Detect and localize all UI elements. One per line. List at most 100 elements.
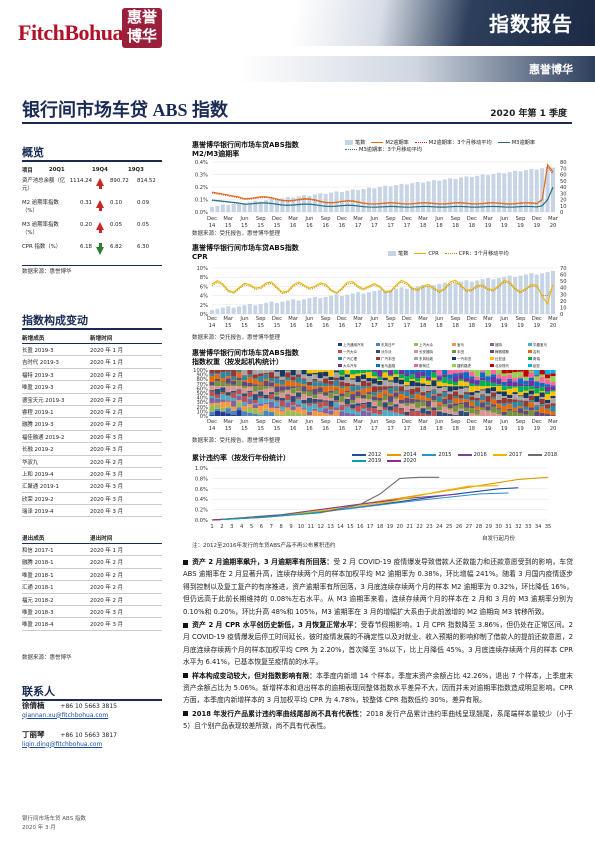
- new-member-name: 华驭九: [22, 459, 39, 466]
- weight-bar-segment: [485, 376, 491, 381]
- x-tick-label: 10: [298, 524, 305, 530]
- weight-bar-segment: [366, 401, 372, 408]
- weight-bar-segment: [377, 386, 383, 391]
- weight-bar-segment: [290, 405, 296, 407]
- new-member-name: 福佳融通 2019-2: [22, 434, 65, 441]
- weight-bar-segment: [285, 400, 291, 403]
- weight-bar-segment: [409, 374, 415, 379]
- weight-bar-segment: [339, 410, 345, 412]
- weight-bar-segment: [236, 410, 242, 416]
- weight-bar-segment: [279, 379, 285, 381]
- weight-bar-segment: [360, 374, 367, 379]
- x-tick-label: 15: [257, 223, 264, 229]
- weight-bar-segment: [501, 390, 507, 392]
- weight-bar-segment: [344, 396, 350, 399]
- count-bar: [280, 301, 285, 314]
- weight-bar-segment: [485, 388, 491, 394]
- legend-item: 丰田: [452, 350, 490, 355]
- weight-bar-segment: [431, 370, 437, 373]
- weight-bar-segment: [285, 402, 291, 408]
- footer: 银行间市场车贷 ABS 指数 2020 年 3 月: [22, 815, 86, 833]
- contact-email[interactable]: liqin.ding@fitchbohua.com: [22, 740, 103, 748]
- weight-bar-segment: [507, 370, 513, 374]
- weight-bar-segment: [544, 391, 551, 395]
- y-tick-label: 0.2%: [195, 508, 208, 514]
- weight-bar-segment: [523, 384, 529, 387]
- count-bar: [545, 272, 550, 314]
- weight-bar-segment: [517, 371, 524, 377]
- weight-bar-segment: [258, 396, 264, 398]
- x-tick-label: Dec: [402, 316, 412, 322]
- x-tick-label: 18: [436, 323, 443, 329]
- x-tick-label: 19: [485, 323, 492, 329]
- weight-bar-segment: [398, 379, 405, 385]
- weight-bar-segment: [209, 403, 215, 406]
- legend-item: M3逾期率：3个月移动平均: [345, 146, 422, 153]
- x-tick-label: Jun: [434, 216, 443, 222]
- weight-bar-segment: [420, 376, 426, 379]
- y-tick-label: 0: [560, 210, 563, 216]
- new-member-date: 2020 年 2 月: [90, 422, 124, 429]
- weight-bar-segment: [469, 378, 475, 384]
- weight-bar-segment: [550, 381, 556, 386]
- weight-bar-segment: [523, 414, 529, 416]
- weight-bar-segment: [285, 390, 291, 395]
- weight-bar-segment: [490, 376, 497, 383]
- weight-bar-segment: [231, 414, 237, 416]
- chart4-title: 累计违约率（按发行年份统计）: [192, 454, 290, 462]
- weight-bar-segment: [442, 382, 448, 387]
- weight-bar-segment: [447, 403, 453, 405]
- weight-bar-segment: [442, 370, 448, 375]
- legend-label: 梅赛德斯: [495, 350, 509, 354]
- new-member-date: 2020 年 3 月: [90, 484, 124, 491]
- x-tick-label: 15: [241, 323, 248, 329]
- weight-bar-segment: [447, 404, 453, 409]
- overview-q1: 6.18: [79, 244, 92, 250]
- contact-email[interactable]: qiannan.xu@fitchbohua.com: [22, 711, 109, 719]
- exit-member-date: 2020 年 2 月: [90, 585, 124, 592]
- weight-bar-segment: [420, 406, 426, 409]
- count-bar: [523, 274, 528, 314]
- contact-2: 丁丽琴 +86 10 5663 3817 liqin.ding@fitchboh…: [22, 730, 167, 749]
- weight-bar-segment: [544, 394, 551, 400]
- count-bar: [285, 300, 290, 314]
- weight-bar-segment: [458, 397, 464, 399]
- weight-bar-segment: [388, 370, 394, 376]
- weight-bar-segment: [268, 382, 275, 387]
- weight-bar-segment: [231, 392, 237, 398]
- overview-source: 数据来源：惠誉博华: [22, 269, 72, 275]
- x-tick-label: 19: [387, 524, 394, 530]
- weight-bar-segment: [296, 396, 302, 399]
- weight-bar-segment: [371, 396, 377, 401]
- count-bar: [247, 202, 252, 212]
- weight-bar-segment: [469, 413, 475, 416]
- default-curve-2017: [211, 485, 499, 521]
- weight-bar-segment: [258, 386, 264, 391]
- y-tick-label: 80%: [196, 377, 208, 383]
- weight-bar-segment: [312, 378, 318, 381]
- weight-bar-segment: [382, 400, 388, 403]
- weight-bar-segment: [512, 370, 518, 373]
- new-member-name: 福特 2019-3: [22, 372, 54, 379]
- weight-bar-segment: [296, 374, 302, 377]
- legend-label: 福特: [495, 343, 502, 347]
- weight-bar-segment: [333, 394, 340, 396]
- weight-bar-segment: [306, 405, 313, 412]
- weight-bar-segment: [252, 378, 258, 380]
- weight-bar-segment: [463, 372, 469, 379]
- weight-bar-segment: [236, 372, 242, 378]
- count-bar: [437, 180, 442, 212]
- overview-row: M2 逾期率指数（%） 0.31 0.10 0.09: [22, 198, 162, 220]
- weight-bar-segment: [258, 415, 264, 416]
- paragraph-lead: 2018 年发行产品累计违约率曲线尾部尚不具有代表性：: [192, 709, 367, 718]
- y-tick-label: 10: [560, 204, 567, 210]
- weight-bar-segment: [317, 372, 323, 379]
- legend-swatch: [452, 364, 456, 367]
- default-curve-2014: [211, 476, 549, 521]
- count-bar: [372, 291, 377, 314]
- count-bar: [285, 197, 290, 212]
- weight-bar-segment: [366, 399, 372, 402]
- weight-bar-segment: [209, 376, 215, 382]
- weight-bar-segment: [279, 392, 285, 398]
- weight-bar-segment: [350, 386, 356, 392]
